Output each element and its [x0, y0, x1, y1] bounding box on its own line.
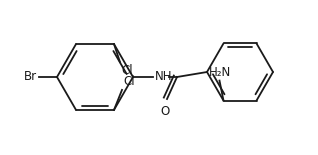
- Text: Cl: Cl: [121, 64, 133, 77]
- Text: Br: Br: [24, 71, 37, 84]
- Text: O: O: [160, 105, 169, 118]
- Text: H₂N: H₂N: [208, 66, 231, 79]
- Text: NH: NH: [155, 71, 172, 84]
- Text: Cl: Cl: [123, 75, 135, 88]
